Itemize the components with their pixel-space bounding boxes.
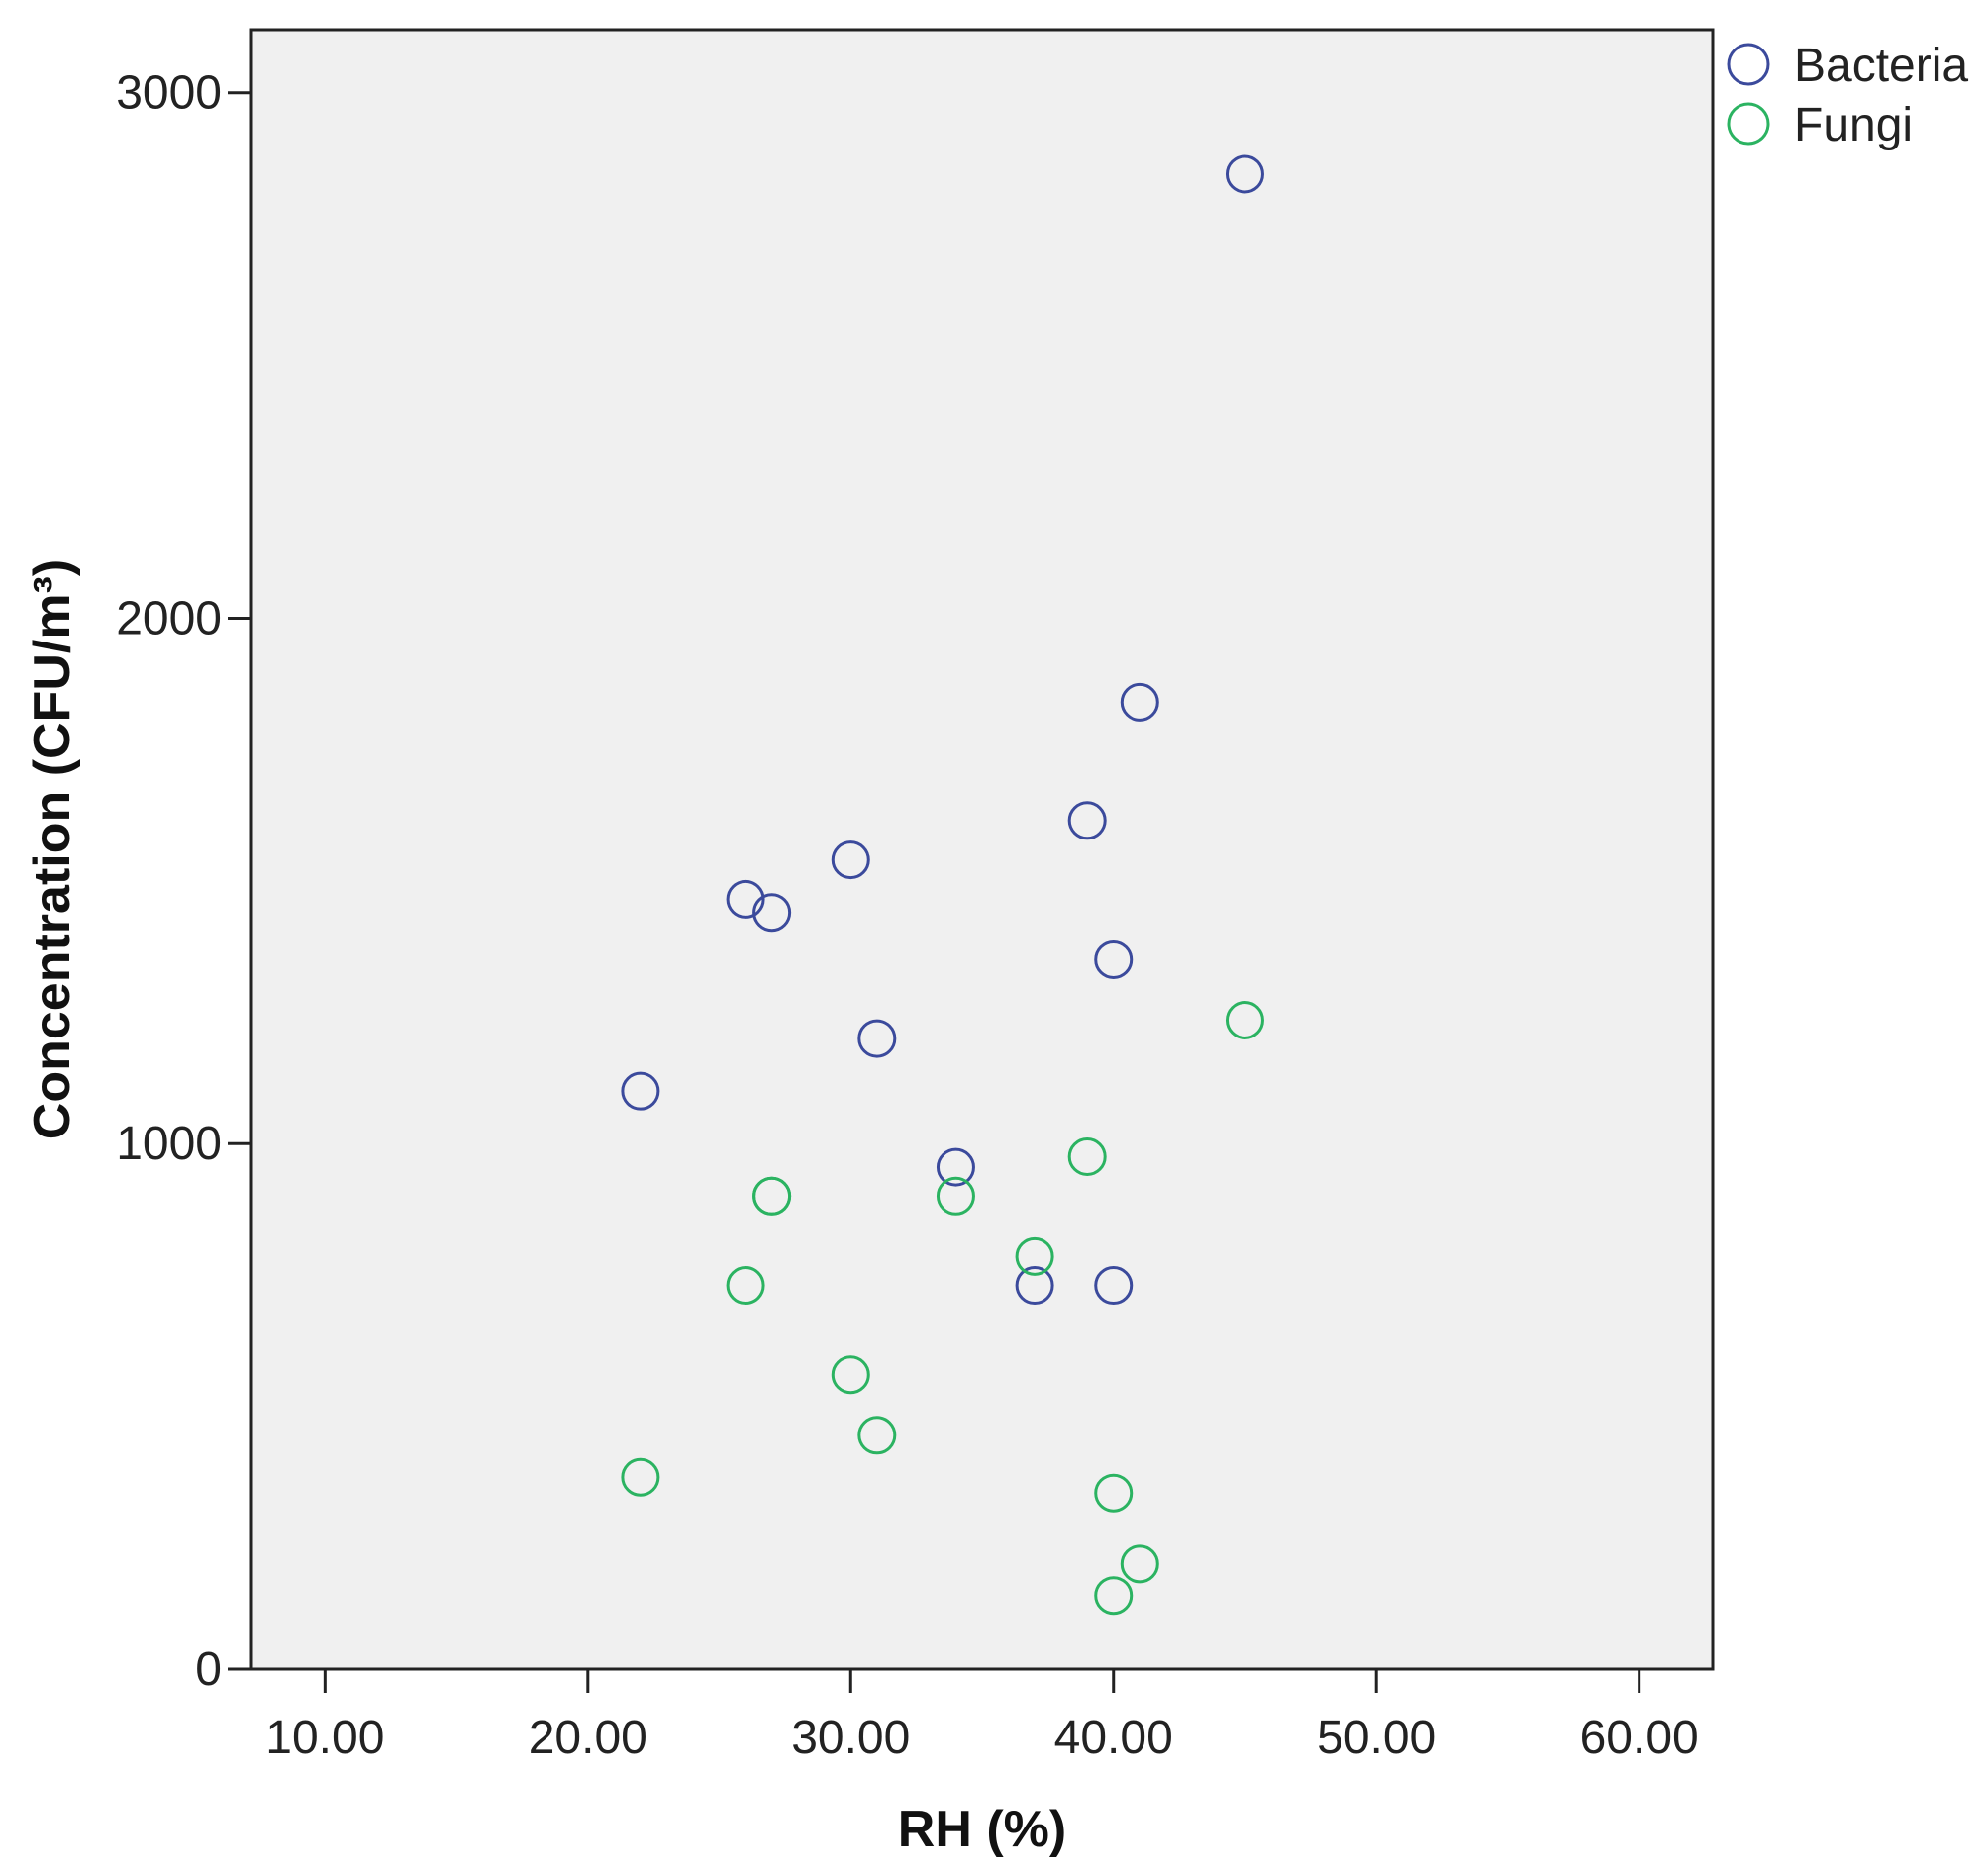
fungi-point [621, 1457, 660, 1497]
x-axis-title: RH (%) [898, 1801, 1066, 1858]
y-tick-label: 3000 [116, 67, 222, 120]
fungi-point [726, 1266, 765, 1306]
x-tick-label: 50.00 [1317, 1712, 1436, 1764]
data-points [621, 154, 1264, 1616]
legend-marker-fungi [1727, 102, 1770, 146]
fungi-point [1120, 1544, 1159, 1584]
bacteria-point [1015, 1266, 1054, 1306]
bacteria-point [1094, 939, 1134, 979]
y-axis-title: Concentration (CFU/m³) [24, 559, 81, 1139]
legend: Bacteria Fungi [1727, 40, 1968, 151]
x-tick-label: 10.00 [265, 1712, 384, 1764]
plot-area [249, 28, 1715, 1671]
fungi-point [1015, 1236, 1054, 1276]
bacteria-point [1067, 801, 1107, 840]
fungi-point [1094, 1576, 1134, 1616]
bacteria-point [1120, 682, 1159, 722]
x-tick-label: 40.00 [1054, 1712, 1173, 1764]
legend-label-bacteria: Bacteria [1794, 40, 1968, 92]
bacteria-point [752, 893, 792, 933]
y-axis: 0 1000 2000 3000 [116, 67, 251, 1696]
fungi-point [1225, 1001, 1264, 1039]
fungi-point [831, 1355, 870, 1395]
bacteria-point [936, 1147, 975, 1187]
x-tick-label: 60.00 [1580, 1712, 1699, 1764]
fungi-point [752, 1176, 792, 1216]
fungi-point [936, 1176, 975, 1216]
x-tick-label: 20.00 [529, 1712, 647, 1764]
legend-label-fungi: Fungi [1794, 99, 1913, 151]
fungi-point [1067, 1137, 1107, 1176]
x-tick-label: 30.00 [791, 1712, 910, 1764]
fungi-point [1094, 1473, 1134, 1513]
fungi-point [857, 1416, 897, 1455]
bacteria-point [857, 1019, 897, 1058]
bacteria-point [621, 1071, 660, 1111]
x-axis: 10.00 20.00 30.00 40.00 50.00 60.00 [265, 1669, 1699, 1764]
y-tick-label: 2000 [116, 592, 222, 644]
y-tick-label: 0 [195, 1643, 222, 1696]
y-tick-label: 1000 [116, 1118, 222, 1170]
bacteria-point [1094, 1266, 1134, 1306]
bacteria-point [1225, 154, 1264, 194]
bacteria-point [831, 840, 870, 880]
bacteria-point [726, 879, 765, 919]
legend-marker-bacteria [1727, 43, 1770, 86]
